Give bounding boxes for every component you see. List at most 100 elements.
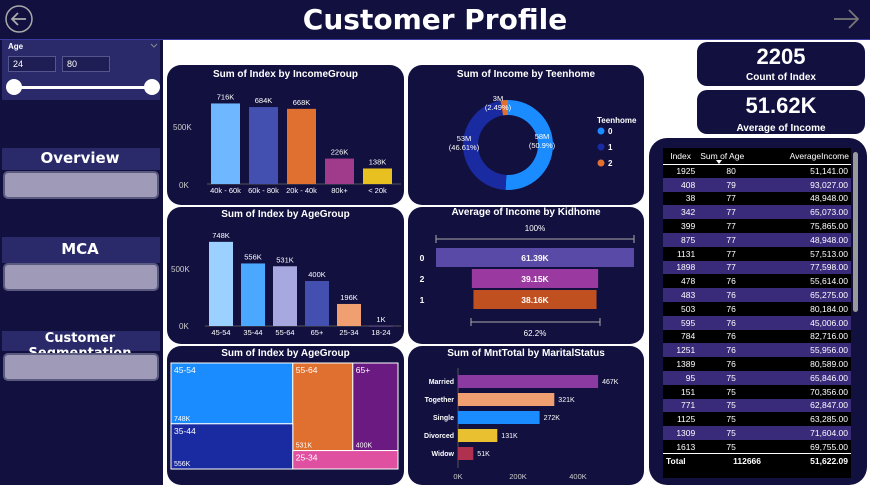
table-row[interactable]: 95 75 65,846.00 (663, 370, 851, 385)
avg-income-card[interactable]: 51.62K Average of Income (697, 90, 865, 134)
bar[interactable] (249, 107, 278, 184)
age-group-treemap[interactable]: Sum of Index by AgeGroup 45-54 748K 55-64 5… (167, 346, 404, 485)
slicer-max-input[interactable]: 80 (62, 56, 110, 72)
income-group-chart[interactable]: Sum of Index by IncomeGroup 500K 0K 716K… (167, 65, 404, 205)
cell-sum-of-age: 79 (698, 177, 765, 192)
slice-label: (2.49%) (485, 103, 512, 112)
table-row[interactable]: 151 75 70,356.00 (663, 385, 851, 399)
total-age: 112666 (698, 453, 765, 468)
treemap-tile[interactable] (292, 362, 354, 452)
funnel-bar[interactable] (471, 269, 599, 288)
age-group-svg: 500K 0K 748K 45-54 556K 35-44 531K 55-64 400K 6… (171, 231, 401, 337)
bar[interactable] (369, 325, 393, 327)
cell-index: 1898 (663, 260, 699, 275)
donut-slice[interactable] (500, 100, 508, 116)
chevron-down-icon[interactable] (150, 43, 158, 49)
table-row[interactable]: 1925 80 51,141.00 (663, 164, 851, 178)
table-row[interactable]: 1131 77 57,513.00 (663, 247, 851, 261)
column-header-index[interactable]: Index (663, 148, 699, 165)
table-row[interactable]: 38 77 48,948.00 (663, 192, 851, 206)
column-header-average-income[interactable]: AverageIncome (764, 148, 851, 165)
count-card[interactable]: 2205 Count of Index (697, 42, 865, 86)
legend-label: 0 (608, 127, 613, 136)
legend-marker[interactable] (597, 159, 605, 167)
cell-index: 1251 (663, 343, 699, 358)
page-title: Customer Profile (302, 3, 568, 36)
age-slicer[interactable]: Age 24 80 (2, 40, 160, 100)
table-row[interactable]: 483 76 65,275.00 (663, 288, 851, 302)
table-row[interactable]: 342 77 65,073.00 (663, 205, 851, 220)
table-row[interactable]: 1898 77 77,598.00 (663, 260, 851, 275)
table-row[interactable]: 399 77 75,865.00 (663, 219, 851, 233)
bar[interactable] (458, 393, 555, 406)
bar[interactable] (458, 375, 599, 388)
table-row[interactable]: 875 77 48,948.00 (663, 232, 851, 247)
tile-value-label: 748K (174, 416, 191, 423)
treemap-tile[interactable] (292, 450, 399, 470)
bar[interactable] (363, 168, 392, 184)
table-row[interactable]: 1613 75 69,755.00 (663, 440, 851, 454)
donut-slice[interactable] (505, 100, 553, 190)
column-header-sum-of-age[interactable]: Sum of Age (698, 148, 765, 165)
table-row[interactable]: 1125 75 63,285.00 (663, 412, 851, 426)
cell-average-income: 82,716.00 (810, 331, 848, 342)
treemap-tile[interactable] (170, 362, 294, 425)
table-row[interactable]: 1389 76 80,589.00 (663, 357, 851, 371)
slider-min-handle[interactable] (6, 79, 22, 95)
bar[interactable] (458, 429, 498, 442)
arrow-right-icon[interactable] (832, 4, 862, 34)
bar[interactable] (325, 158, 354, 184)
bar[interactable] (458, 411, 540, 424)
table-row[interactable]: 1309 75 71,604.00 (663, 426, 851, 440)
customer-segmentation-button[interactable] (3, 353, 159, 381)
tile-value-label: 531K (296, 443, 313, 450)
table-row[interactable]: 503 76 80,184.00 (663, 302, 851, 316)
bar[interactable] (458, 447, 474, 460)
data-label: 400K (308, 270, 326, 279)
tile-value-label: 556K (174, 461, 191, 468)
arrow-left-icon[interactable] (4, 4, 34, 34)
cell-average-income: 70,356.00 (810, 386, 848, 397)
cell-index: 503 (681, 303, 696, 314)
table-row[interactable]: 771 75 62,847.00 (663, 398, 851, 413)
mca-button[interactable] (3, 263, 159, 291)
bar[interactable] (287, 108, 316, 184)
bar[interactable] (305, 281, 329, 326)
overview-button[interactable] (3, 171, 159, 199)
cell-average-income: 57,513.00 (810, 248, 848, 259)
category-label: Widow (432, 451, 455, 458)
tile-value-label: 400K (356, 443, 373, 450)
bar[interactable] (273, 266, 297, 326)
marital-status-chart[interactable]: Sum of MntTotal by MaritalStatus 0K 200K… (408, 346, 644, 485)
customer-table[interactable]: Index Sum of Age AverageIncome 1925 80 51,… (663, 148, 851, 478)
donut-slice[interactable] (462, 100, 507, 190)
tile-category-label: 55-64 (296, 365, 318, 375)
cell-index: 875 (663, 232, 699, 247)
funnel-bar[interactable] (436, 248, 634, 267)
age-group-chart[interactable]: Sum of Index by AgeGroup 500K 0K 748K 45-… (167, 207, 404, 344)
kidhome-funnel-chart[interactable]: Average of Income by Kidhome 100% 62.2% … (408, 207, 644, 344)
table-row[interactable]: 1251 76 55,956.00 (663, 343, 851, 358)
bar[interactable] (209, 241, 233, 326)
legend-marker[interactable] (597, 143, 605, 151)
cell-average-income: 80,184.00 (810, 303, 848, 314)
category-label: 60k - 80k (248, 186, 279, 195)
table-row[interactable]: 478 76 55,614.00 (663, 274, 851, 288)
treemap-tile[interactable] (352, 362, 399, 452)
bar[interactable] (241, 263, 265, 326)
slicer-min-input[interactable]: 24 (8, 56, 56, 72)
bar[interactable] (211, 103, 240, 184)
slider-max-handle[interactable] (144, 79, 160, 95)
legend-marker[interactable] (597, 127, 605, 135)
table-row[interactable]: 595 76 45,006.00 (663, 315, 851, 330)
nav-label-overview: Overview (40, 149, 120, 167)
table-row[interactable]: 784 76 82,716.00 (663, 330, 851, 344)
treemap-tile[interactable] (170, 423, 294, 470)
funnel-bar[interactable] (473, 290, 597, 309)
teenhome-donut-chart[interactable]: Sum of Income by Teenhome Teenhome 58M (5… (408, 65, 644, 205)
table-scrollbar[interactable] (853, 152, 858, 312)
sort-desc-icon[interactable] (716, 160, 722, 164)
table-row[interactable]: 408 79 93,027.00 (663, 177, 851, 192)
bar[interactable] (337, 303, 361, 326)
cell-average-income: 48,948.00 (764, 232, 851, 247)
